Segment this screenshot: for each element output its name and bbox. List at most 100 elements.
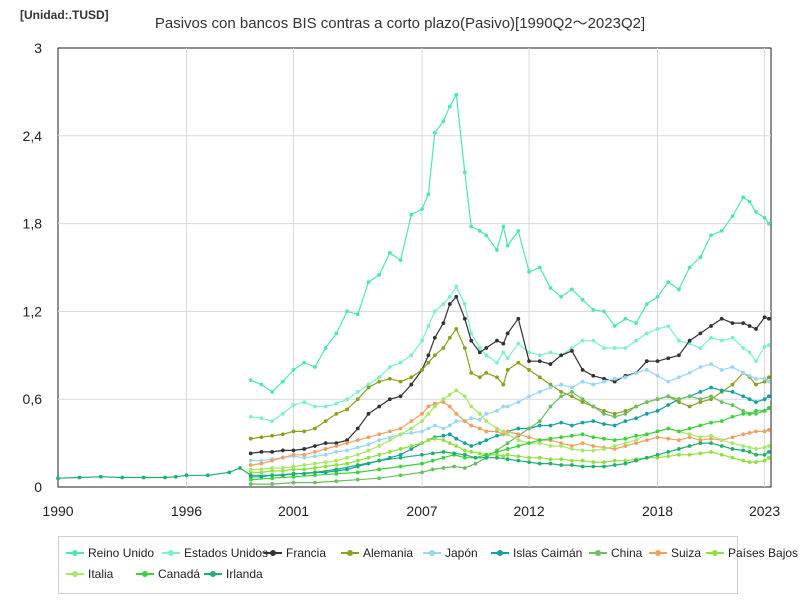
data-point	[501, 432, 506, 437]
data-point	[248, 458, 253, 463]
data-point	[698, 397, 703, 402]
data-point	[141, 475, 146, 480]
data-point	[623, 409, 628, 413]
data-point	[447, 294, 452, 299]
data-point	[666, 394, 671, 399]
data-point	[323, 346, 328, 350]
data-point	[441, 119, 446, 124]
legend-item: Reino Unido	[66, 545, 154, 561]
data-point	[580, 400, 585, 405]
data-point	[559, 294, 564, 299]
data-point	[313, 470, 317, 475]
data-point	[505, 457, 510, 462]
data-point	[469, 404, 474, 409]
data-point	[754, 400, 758, 405]
legend-swatch	[264, 545, 282, 561]
data-point	[441, 426, 446, 431]
data-point	[580, 368, 585, 372]
data-point	[559, 435, 564, 440]
data-point	[426, 411, 431, 416]
data-point	[291, 474, 296, 479]
data-point	[655, 435, 660, 440]
data-point	[730, 321, 735, 326]
data-point	[248, 378, 253, 383]
data-point	[766, 343, 771, 347]
data-point	[334, 401, 339, 406]
data-point	[355, 458, 360, 463]
plot-frame	[57, 47, 772, 488]
data-point	[602, 409, 606, 413]
data-point	[655, 455, 660, 460]
data-point	[634, 370, 639, 375]
legend-item: Países Bajos	[706, 545, 798, 561]
data-point	[741, 458, 746, 463]
data-point	[398, 447, 403, 451]
x-tick-label: 2012	[513, 503, 544, 519]
data-point	[469, 224, 474, 229]
data-point	[355, 426, 360, 431]
data-point	[227, 470, 232, 475]
data-point	[173, 474, 178, 479]
data-point	[623, 316, 628, 321]
data-point	[495, 409, 499, 413]
data-point	[432, 404, 437, 409]
data-point	[602, 376, 606, 381]
data-point	[259, 467, 264, 472]
data-point	[291, 368, 296, 372]
data-point	[591, 382, 596, 387]
data-point	[426, 426, 431, 431]
unit-label: [Unidad:.TUSD]	[20, 8, 109, 22]
data-point	[259, 461, 264, 466]
data-point	[612, 423, 617, 428]
data-point	[366, 435, 371, 440]
data-point	[345, 455, 349, 460]
data-point	[495, 452, 499, 457]
data-point	[527, 460, 531, 465]
legend-item: Alemania	[341, 545, 413, 561]
data-point	[409, 430, 414, 435]
y-tick-label: 0	[34, 479, 42, 495]
data-point	[355, 452, 360, 457]
data-point	[730, 455, 735, 460]
data-point	[377, 375, 382, 380]
data-point	[602, 411, 606, 416]
data-point	[591, 464, 596, 469]
data-point	[432, 130, 437, 135]
data-point	[505, 331, 510, 336]
legend-label: Estados Unidos	[184, 546, 269, 560]
data-point	[345, 397, 349, 402]
data-point	[623, 461, 628, 466]
data-point	[484, 353, 489, 358]
data-point	[559, 353, 564, 358]
data-point	[591, 448, 596, 453]
data-point	[709, 397, 713, 402]
data-point	[501, 224, 506, 229]
data-point	[454, 436, 459, 441]
data-point	[747, 199, 752, 204]
data-point	[291, 403, 296, 407]
data-point	[454, 411, 459, 416]
data-point	[698, 423, 703, 428]
data-point	[377, 444, 382, 448]
data-point	[569, 389, 574, 394]
data-point	[677, 353, 681, 358]
data-point	[719, 400, 724, 405]
data-point	[469, 338, 474, 343]
data-point	[666, 324, 671, 328]
data-point	[398, 455, 403, 460]
data-point	[754, 429, 758, 434]
data-point	[248, 473, 253, 478]
data-point	[580, 338, 585, 343]
data-point	[477, 417, 482, 422]
legend-label: Suiza	[671, 546, 702, 560]
data-point	[323, 419, 328, 424]
data-point	[730, 214, 735, 219]
data-point	[420, 441, 424, 445]
data-point	[719, 388, 724, 393]
data-point	[420, 419, 424, 424]
data-point	[387, 376, 392, 381]
data-point	[432, 353, 437, 358]
data-point	[741, 448, 746, 453]
y-tick-label: 2,4	[23, 128, 43, 144]
